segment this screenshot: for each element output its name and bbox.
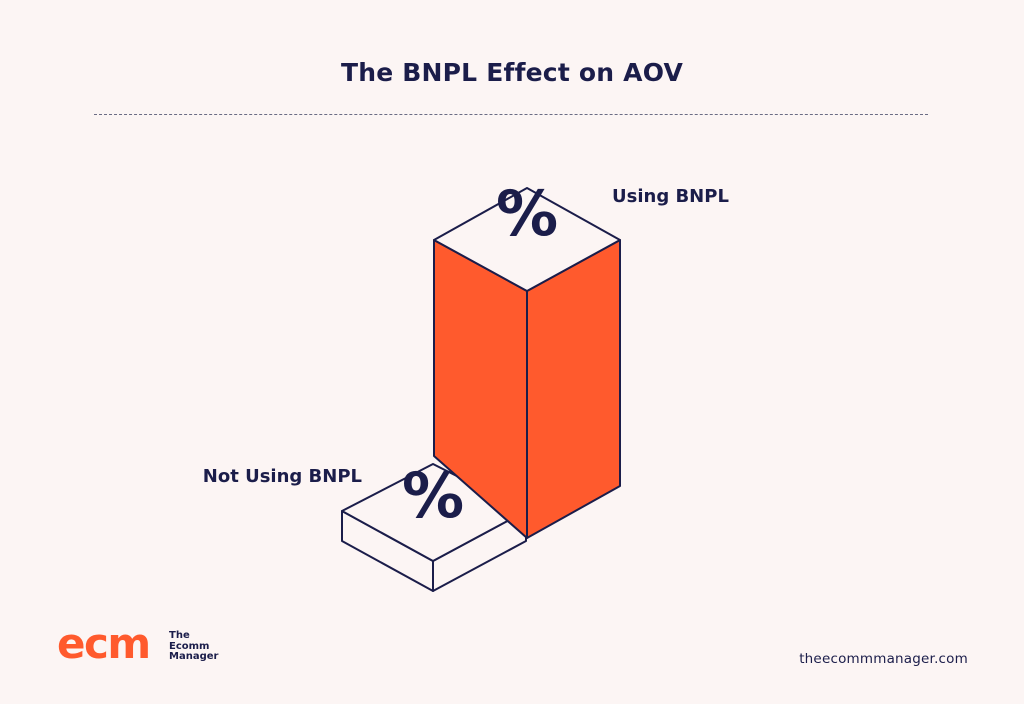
brand-mark: ecm (57, 619, 151, 668)
bar-using-bnpl: % (433, 177, 621, 539)
category-label: Using BNPL (612, 186, 729, 207)
bars-group: %% (341, 177, 621, 592)
brand-line-1: The (169, 630, 190, 641)
brand-line-2: Ecomm (169, 640, 210, 652)
bar-top-face (433, 187, 621, 292)
website-url: theecommmanager.com (799, 651, 968, 667)
labels-group: Not Using BNPL Using BNPL (203, 186, 729, 487)
category-label: Not Using BNPL (203, 466, 362, 487)
chart-title: The BNPL Effect on AOV (340, 58, 684, 87)
bar-percent-symbol: % (496, 177, 558, 250)
brand-line-3: Manager (169, 651, 219, 662)
bar-right-face (526, 239, 621, 539)
title-divider (94, 114, 928, 115)
brand-name: The Ecomm Manager (169, 630, 229, 663)
